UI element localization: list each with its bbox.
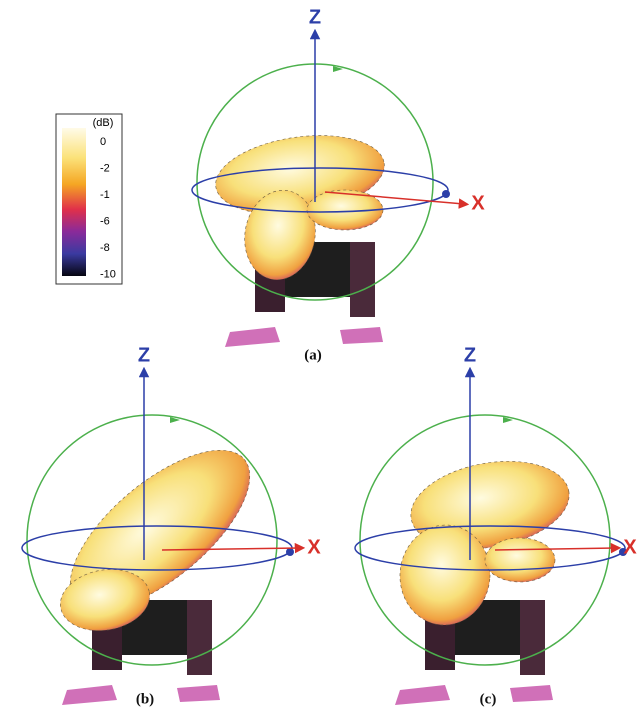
z-axis-label: Z xyxy=(464,344,476,366)
pattern-panel: Z X (a) xyxy=(192,6,485,363)
mount-base xyxy=(177,685,220,702)
pattern-panel: Z X (b) xyxy=(22,344,321,707)
panel-caption: (c) xyxy=(480,691,497,707)
mount-base xyxy=(340,327,383,344)
colorbar-unit: (dB) xyxy=(93,117,114,129)
pattern-panel: Z X (c) xyxy=(355,344,637,707)
x-axis-label: X xyxy=(623,536,637,558)
mount-base xyxy=(225,327,280,347)
panel-caption: (a) xyxy=(304,347,322,363)
equator-dot xyxy=(442,190,450,198)
mount-base xyxy=(510,685,553,702)
colorbar-label: -1 xyxy=(100,189,110,201)
mount-post xyxy=(520,600,545,675)
figure: Z X (a) Z X (b) Z X (c) (dB) 0 -2 -1 -6 -8 -10 xyxy=(0,0,642,713)
mount-post xyxy=(187,600,212,675)
colorbar-label: -2 xyxy=(100,162,110,174)
colorbar-label: -10 xyxy=(100,268,116,280)
mount-base xyxy=(395,685,450,705)
mount-post xyxy=(425,620,455,670)
colorbar-label: 0 xyxy=(100,136,106,148)
colorbar-scale xyxy=(62,128,86,276)
mount-base xyxy=(62,685,117,705)
radiation-lobe xyxy=(485,538,555,582)
mount-post xyxy=(350,242,375,317)
colorbar-label: -8 xyxy=(100,242,110,254)
equator-dot xyxy=(286,548,294,556)
colorbar-label: -6 xyxy=(100,215,110,227)
z-axis-label: Z xyxy=(138,344,150,366)
panel-caption: (b) xyxy=(136,691,154,707)
x-axis-label: X xyxy=(307,536,321,558)
colorbar: (dB) xyxy=(56,114,122,284)
x-axis-label: X xyxy=(471,192,485,214)
z-axis-label: Z xyxy=(309,6,321,28)
